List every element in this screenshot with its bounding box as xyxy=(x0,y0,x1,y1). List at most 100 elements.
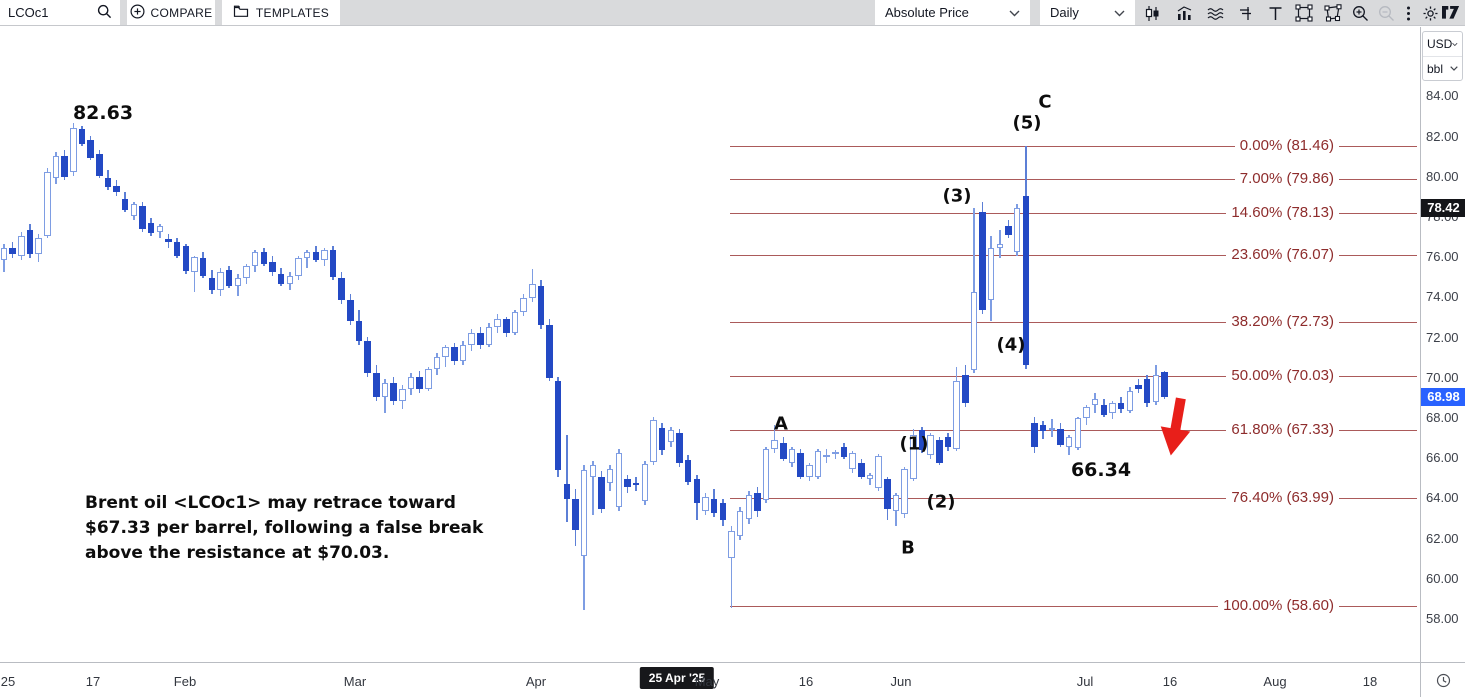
candle-body xyxy=(407,376,415,389)
text-tool-icon[interactable] xyxy=(1263,1,1287,25)
candles-style-icon[interactable] xyxy=(1140,1,1164,25)
candle-body xyxy=(1152,374,1160,402)
compare-button[interactable]: COMPARE xyxy=(127,0,215,25)
indicators-icon[interactable] xyxy=(1172,1,1196,25)
price-tick-label: 66.00 xyxy=(1426,450,1459,466)
candle-body xyxy=(1057,429,1064,446)
candle-body xyxy=(425,368,432,389)
candle-body xyxy=(589,465,597,478)
candle-body xyxy=(1083,406,1090,418)
candle-body xyxy=(243,266,250,279)
candle-body xyxy=(771,440,778,450)
price-mode-dropdown[interactable]: Absolute Price xyxy=(875,0,1030,25)
candle-body xyxy=(1126,390,1134,411)
scales-settings-icon[interactable] xyxy=(1234,1,1258,25)
candle-body xyxy=(35,238,42,255)
fib-level-line xyxy=(730,254,1417,256)
zoom-in-icon[interactable] xyxy=(1348,1,1372,25)
price-axis[interactable]: 84.0082.0080.0078.0076.0074.0072.0070.00… xyxy=(1420,27,1465,662)
candle-body xyxy=(399,388,406,401)
candle-body xyxy=(529,284,536,299)
red-down-arrow xyxy=(1152,396,1200,467)
more-menu-icon[interactable] xyxy=(1396,1,1420,25)
candle-body xyxy=(762,449,770,501)
polygon-tool-icon[interactable] xyxy=(1321,1,1345,25)
symbol-search-input[interactable]: LCOc1 xyxy=(0,0,120,25)
wave-label: (2) xyxy=(926,491,956,513)
candle-body xyxy=(910,435,917,480)
candle-body xyxy=(693,479,701,504)
candle-body xyxy=(1031,423,1038,448)
chart-plot-area[interactable]: 0.00% (81.46) 7.00% (79.86) 14.60% (78.13)… xyxy=(0,27,1420,662)
candle-wick xyxy=(730,525,733,608)
timezone-clock-button[interactable] xyxy=(1420,662,1465,697)
candle-body xyxy=(61,155,68,177)
unit-value: bbl xyxy=(1427,61,1444,76)
candle-body xyxy=(269,262,276,273)
candle-body xyxy=(286,276,294,285)
candle-body xyxy=(364,340,371,373)
candle-body xyxy=(892,495,900,512)
price-tick-label: 80.00 xyxy=(1426,168,1459,184)
analysis-note-line: $67.33 per barrel, following a false bre… xyxy=(85,518,484,538)
candle-body xyxy=(147,223,155,234)
time-axis[interactable]: 25 Apr '25 25 17 Feb Mar Apr May 16 Jun Jul 16 Aug… xyxy=(0,662,1420,697)
candle-body xyxy=(710,499,718,514)
time-tick-label: 17 xyxy=(85,674,101,689)
candle-body xyxy=(1039,425,1047,432)
candle-body xyxy=(503,318,510,333)
templates-label: TEMPLATES xyxy=(255,5,330,20)
candle-body xyxy=(840,447,848,458)
symbol-text: LCOc1 xyxy=(8,5,49,20)
candle-body xyxy=(277,274,285,285)
candle-body xyxy=(321,250,328,261)
price-tick-label: 68.00 xyxy=(1426,410,1459,425)
candle-body xyxy=(780,443,787,460)
price-tick-label: 76.00 xyxy=(1426,249,1459,265)
time-tick-label: Mar xyxy=(343,674,367,689)
candle-body xyxy=(329,250,337,278)
currency-value: USD xyxy=(1427,37,1453,51)
candle-body xyxy=(754,493,761,512)
candle-body xyxy=(736,511,744,536)
price-badge: 68.98 xyxy=(1421,388,1465,407)
clock-icon xyxy=(1436,673,1450,687)
candle-body xyxy=(936,440,943,464)
candle-body xyxy=(1048,428,1056,431)
rectangle-tool-icon[interactable] xyxy=(1292,1,1316,25)
price-mode-value: Absolute Price xyxy=(885,5,969,20)
compare-waves-icon[interactable] xyxy=(1204,1,1228,25)
interval-dropdown[interactable]: Daily xyxy=(1040,0,1135,25)
compare-label: COMPARE xyxy=(150,5,213,20)
candle-body xyxy=(554,380,562,471)
candle-body xyxy=(537,286,545,325)
wave-label: (5) xyxy=(1012,112,1042,134)
candle-body xyxy=(520,298,527,313)
currency-dropdown[interactable]: USD xyxy=(1423,32,1462,56)
candle-body xyxy=(433,356,441,369)
candle-body xyxy=(624,479,631,488)
candle-body xyxy=(832,452,839,455)
candle-body xyxy=(901,469,908,515)
candle-wick xyxy=(566,435,568,522)
candle-body xyxy=(44,171,51,237)
tradingview-logo[interactable] xyxy=(1440,1,1464,25)
top-toolbar: LCOc1 COMPARE TEMPLATES Absolute Price D… xyxy=(0,0,1465,26)
candle-body xyxy=(797,453,804,478)
fib-level-label: 50.00% (70.03) xyxy=(1226,366,1339,386)
templates-button[interactable]: TEMPLATES xyxy=(222,0,340,25)
compare-plus-icon xyxy=(130,3,145,22)
candle-body xyxy=(1100,404,1108,415)
axis-unit-selector: USD bbl xyxy=(1422,31,1463,81)
time-tick-label: 25 xyxy=(0,674,16,689)
candle-body xyxy=(260,252,268,265)
price-tick-label: 70.00 xyxy=(1426,369,1459,385)
candle-body xyxy=(1091,398,1099,405)
candle-body xyxy=(684,460,692,483)
wave-label: C xyxy=(1038,91,1052,113)
zoom-out-icon[interactable] xyxy=(1374,1,1398,25)
candle-body xyxy=(130,203,138,216)
unit-dropdown[interactable]: bbl xyxy=(1423,56,1462,80)
candle-body xyxy=(987,248,995,301)
settings-gear-icon[interactable] xyxy=(1418,1,1442,25)
